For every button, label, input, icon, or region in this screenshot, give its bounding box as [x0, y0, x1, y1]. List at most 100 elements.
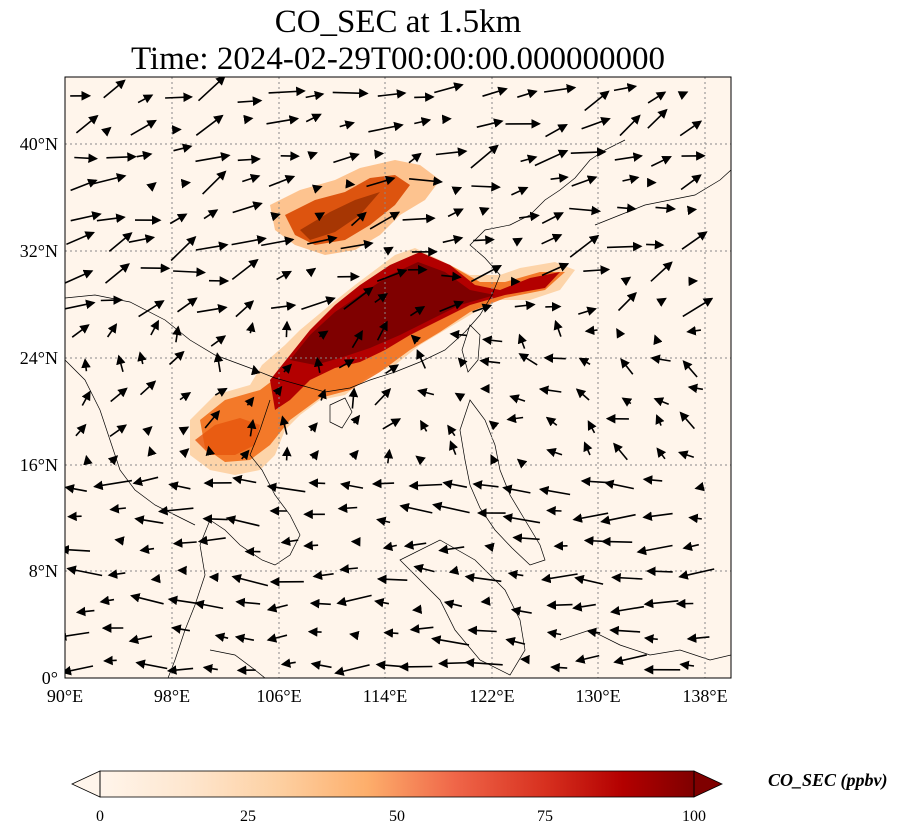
wind-arrow — [110, 387, 128, 403]
wind-arrow — [281, 363, 293, 374]
wind-arrow — [239, 449, 250, 461]
wind-arrow — [100, 295, 123, 305]
wind-arrow — [339, 120, 355, 130]
wind-arrow — [374, 293, 389, 304]
wind-arrow — [279, 415, 290, 435]
wind-arrow — [91, 173, 127, 185]
wind-arrow — [150, 573, 161, 584]
wind-arrow — [448, 565, 460, 575]
wind-arrow — [266, 633, 288, 643]
wind-arrow — [385, 364, 400, 374]
wind-arrow — [65, 665, 94, 676]
colorbar-tick-label: 75 — [537, 808, 553, 825]
wind-arrow — [447, 208, 464, 218]
wind-arrow — [617, 203, 637, 214]
wind-arrow — [409, 306, 426, 317]
wind-arrow — [434, 82, 464, 94]
wind-arrow — [376, 268, 408, 282]
wind-arrow — [681, 231, 708, 250]
wind-arrow — [282, 446, 292, 461]
wind-arrow — [586, 627, 601, 638]
wind-arrow — [172, 538, 197, 548]
wind-arrow — [505, 636, 526, 647]
wind-arrow — [281, 320, 292, 338]
wind-arrow — [142, 426, 153, 437]
wind-arrow — [369, 211, 401, 230]
wind-arrow — [613, 83, 638, 93]
wind-arrow — [280, 536, 299, 547]
wind-arrow — [130, 119, 157, 136]
wind-arrow — [467, 625, 497, 636]
wind-arrow — [135, 659, 168, 670]
wind-arrow — [67, 511, 82, 522]
wind-arrow — [553, 319, 563, 337]
wind-arrow — [334, 664, 370, 676]
wind-arrow — [414, 92, 435, 102]
wind-arrow — [517, 333, 527, 349]
wind-arrow — [574, 574, 604, 585]
wind-arrow — [534, 149, 569, 167]
wind-arrow — [213, 352, 224, 373]
wind-arrow — [410, 334, 422, 345]
wind-arrow — [507, 569, 524, 580]
wind-arrow — [146, 181, 157, 192]
wind-arrow — [251, 364, 261, 376]
colorbar-tick-label: 50 — [389, 808, 405, 825]
wind-arrow — [580, 476, 609, 487]
wind-arrow — [541, 233, 563, 245]
wind-arrow — [266, 115, 300, 125]
wind-arrow — [194, 599, 224, 610]
wind-arrow — [340, 239, 374, 250]
wind-arrow — [482, 335, 503, 346]
lat-tick-label: 24°N — [20, 348, 58, 368]
wind-arrow — [451, 186, 463, 196]
wind-arrow — [309, 450, 319, 461]
wind-arrow — [447, 424, 457, 437]
wind-arrow — [173, 267, 206, 277]
wind-arrow — [472, 480, 499, 490]
wind-arrow — [650, 155, 672, 167]
wind-arrow — [103, 655, 117, 666]
wind-arrow — [583, 265, 611, 275]
wind-arrow — [138, 300, 165, 318]
wind-arrow — [569, 234, 600, 258]
wind-arrow — [158, 505, 194, 516]
wind-arrow — [414, 117, 432, 127]
lon-tick-label: 114°E — [363, 686, 408, 706]
wind-arrow — [610, 605, 645, 616]
wind-arrow — [137, 94, 154, 104]
wind-arrow — [443, 599, 463, 609]
wind-arrow — [261, 236, 295, 247]
wind-arrow — [449, 440, 458, 455]
wind-arrow — [402, 213, 436, 224]
wind-arrow — [417, 387, 435, 398]
wind-arrow — [179, 448, 190, 459]
wind-arrow — [572, 512, 609, 523]
wind-arrow — [75, 606, 95, 617]
wind-arrow — [399, 502, 433, 514]
wind-arrow — [614, 152, 643, 162]
wind-arrow — [179, 391, 192, 402]
wind-arrow — [484, 542, 495, 553]
wind-arrow — [350, 211, 367, 227]
wind-arrow — [96, 213, 126, 223]
wind-arrow — [686, 633, 710, 643]
wind-arrow — [93, 479, 133, 491]
lon-tick-label: 138°E — [682, 686, 727, 706]
wind-arrow — [231, 258, 259, 281]
wind-arrow — [656, 447, 667, 460]
wind-arrow — [622, 174, 640, 184]
wind-arrow — [439, 300, 464, 313]
wind-arrow — [74, 153, 98, 164]
wind-arrow — [656, 297, 667, 307]
colorbar-max-extend — [693, 770, 723, 798]
wind-arrow — [83, 454, 93, 466]
wind-arrow — [169, 213, 188, 225]
wind-arrow — [305, 113, 322, 123]
wind-arrow — [134, 515, 164, 525]
wind-arrow — [609, 625, 641, 636]
wind-arrow — [510, 606, 532, 616]
wind-arrow — [543, 353, 566, 363]
wind-arrow — [382, 418, 402, 430]
wind-arrow — [682, 541, 699, 551]
